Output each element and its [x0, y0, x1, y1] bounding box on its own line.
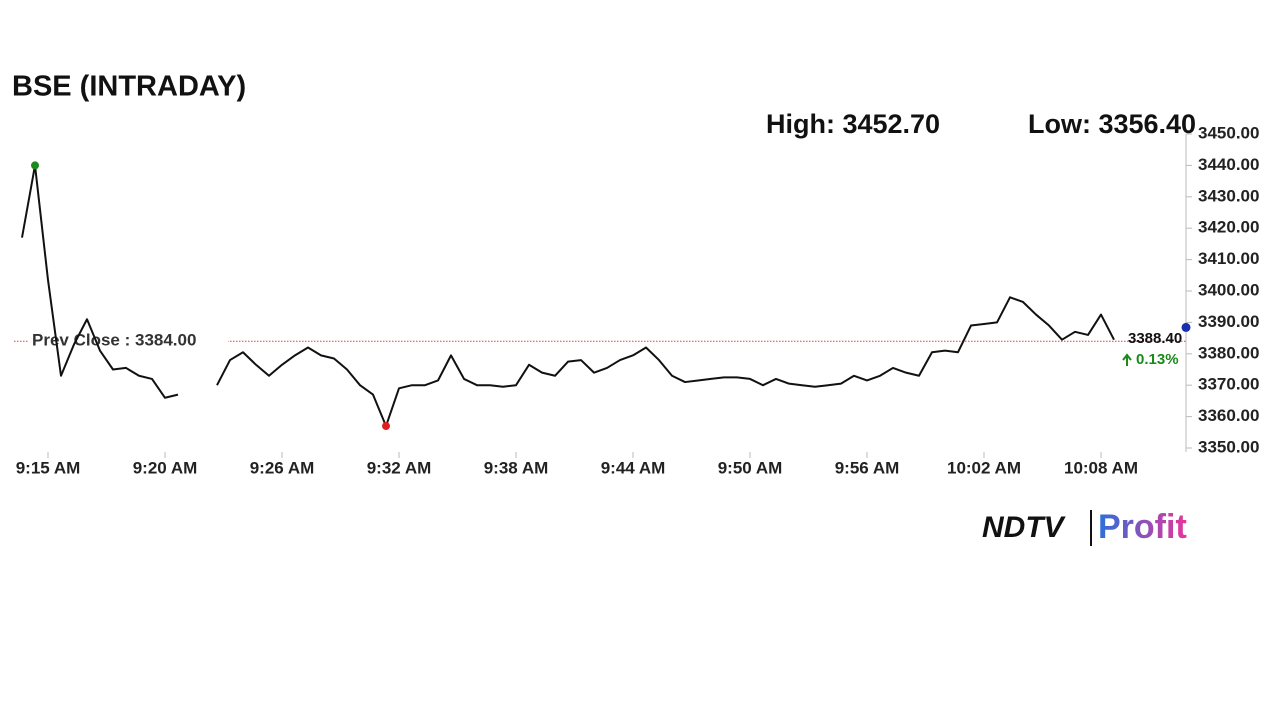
- x-tick-label: 9:38 AM: [484, 458, 549, 477]
- x-tick-label: 9:20 AM: [133, 458, 198, 477]
- up-arrow: [1122, 353, 1132, 366]
- x-tick-label: 9:56 AM: [835, 458, 900, 477]
- logo-ndtv: NDTV: [982, 511, 1067, 544]
- y-tick-label: 3360.00: [1198, 406, 1259, 425]
- x-tick-label: 9:44 AM: [601, 458, 666, 477]
- x-tick-label: 10:08 AM: [1064, 458, 1138, 477]
- y-tick-label: 3410.00: [1198, 249, 1259, 268]
- y-tick-label: 3380.00: [1198, 343, 1259, 362]
- x-tick-label: 9:15 AM: [16, 458, 81, 477]
- high-label: High: 3452.70: [766, 109, 940, 139]
- chart-title: BSE (INTRADAY): [12, 71, 246, 103]
- y-tick-label: 3430.00: [1198, 186, 1259, 205]
- y-tick-label: 3400.00: [1198, 280, 1259, 299]
- price-line: [21, 164, 1115, 428]
- logo-profit: Profit: [1098, 508, 1187, 546]
- x-tick-label: 9:32 AM: [367, 458, 432, 477]
- low-label: Low: 3356.40: [1028, 109, 1196, 139]
- y-tick-label: 3450.00: [1198, 123, 1259, 142]
- y-tick-label: 3370.00: [1198, 375, 1259, 394]
- x-tick-label: 9:50 AM: [718, 458, 783, 477]
- change-label: 0.13%: [1136, 351, 1179, 368]
- current-label: 3388.40: [1128, 330, 1182, 347]
- current-point: [1181, 322, 1191, 332]
- low-point: [382, 422, 390, 431]
- x-tick-label: 10:02 AM: [947, 458, 1021, 477]
- y-tick-label: 3350.00: [1198, 437, 1259, 456]
- y-tick-label: 3420.00: [1198, 218, 1259, 237]
- high-point: [31, 161, 39, 170]
- x-tick-label: 9:26 AM: [250, 458, 315, 477]
- y-tick-label: 3440.00: [1198, 155, 1259, 174]
- y-tick-label: 3390.00: [1198, 312, 1259, 331]
